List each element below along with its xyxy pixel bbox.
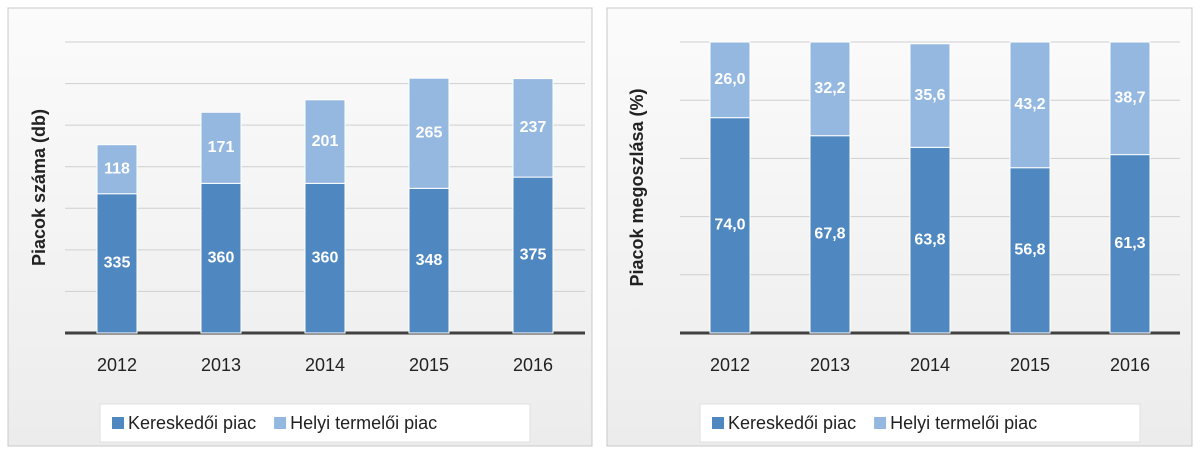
- legend-label: Kereskedői piac: [128, 413, 256, 433]
- panel: [606, 7, 1193, 447]
- data-label: 118: [104, 160, 130, 177]
- bar-segment: [909, 146, 951, 334]
- legend-label: Kereskedői piac: [728, 413, 856, 433]
- bar-segment: [304, 99, 346, 184]
- y-axis-title: Piacok megoszlása (%): [627, 88, 647, 286]
- bar-segment: [909, 43, 951, 148]
- data-label: 360: [208, 249, 235, 266]
- x-tick-label: 2012: [97, 355, 137, 375]
- bar-segment: [709, 117, 751, 334]
- data-label: 348: [416, 252, 443, 269]
- legend-label: Helyi termelői piac: [890, 413, 1037, 433]
- data-label: 38,7: [1114, 90, 1145, 107]
- data-label: 375: [520, 246, 547, 263]
- legend-swatch: [274, 417, 287, 429]
- data-label: 43,2: [1014, 96, 1045, 113]
- bar-segment: [1109, 41, 1151, 156]
- legend-swatch: [712, 417, 724, 429]
- data-label: 67,8: [814, 226, 845, 243]
- data-label: 335: [104, 255, 131, 272]
- x-tick-label: 2016: [513, 355, 553, 375]
- data-label: 265: [416, 124, 443, 141]
- x-tick-label: 2014: [305, 355, 345, 375]
- data-label: 201: [312, 133, 339, 150]
- bar-segment: [1109, 154, 1151, 334]
- x-tick-label: 2016: [1110, 355, 1150, 375]
- data-label: 74,0: [714, 217, 745, 234]
- x-tick-label: 2012: [710, 355, 750, 375]
- data-label: 35,6: [914, 87, 945, 104]
- bar-segment: [200, 182, 242, 334]
- data-label: 26,0: [714, 71, 745, 88]
- x-tick-label: 2014: [910, 355, 950, 375]
- data-label: 171: [208, 139, 235, 156]
- bar-segment: [96, 193, 138, 334]
- y-axis-title: Piacok száma (db): [29, 109, 49, 266]
- data-label: 61,3: [1114, 235, 1145, 252]
- bar-segment: [96, 144, 138, 195]
- bar-segment: [200, 111, 242, 184]
- bar-segment: [408, 77, 450, 189]
- legend-swatch: [112, 417, 124, 429]
- bar-segment: [809, 135, 851, 334]
- bar-segment: [809, 41, 851, 137]
- data-label: 63,8: [914, 231, 945, 248]
- data-label: 56,8: [1014, 242, 1045, 259]
- panel: [7, 7, 593, 447]
- bar-segment: [512, 78, 554, 178]
- data-label: 237: [520, 119, 547, 136]
- x-tick-label: 2013: [201, 355, 241, 375]
- bar-segment: [1009, 41, 1051, 169]
- legend-box: [699, 403, 1141, 443]
- x-tick-label: 2015: [1010, 355, 1050, 375]
- bar-segment: [304, 182, 346, 334]
- data-label: 32,2: [814, 80, 845, 97]
- bar-segment: [512, 176, 554, 334]
- bar-segment: [709, 41, 751, 119]
- x-tick-label: 2013: [810, 355, 850, 375]
- legend-swatch: [874, 417, 887, 429]
- x-tick-label: 2015: [409, 355, 449, 375]
- data-label: 360: [312, 249, 339, 266]
- legend-label: Helyi termelői piac: [290, 413, 437, 433]
- legend-box: [99, 403, 531, 443]
